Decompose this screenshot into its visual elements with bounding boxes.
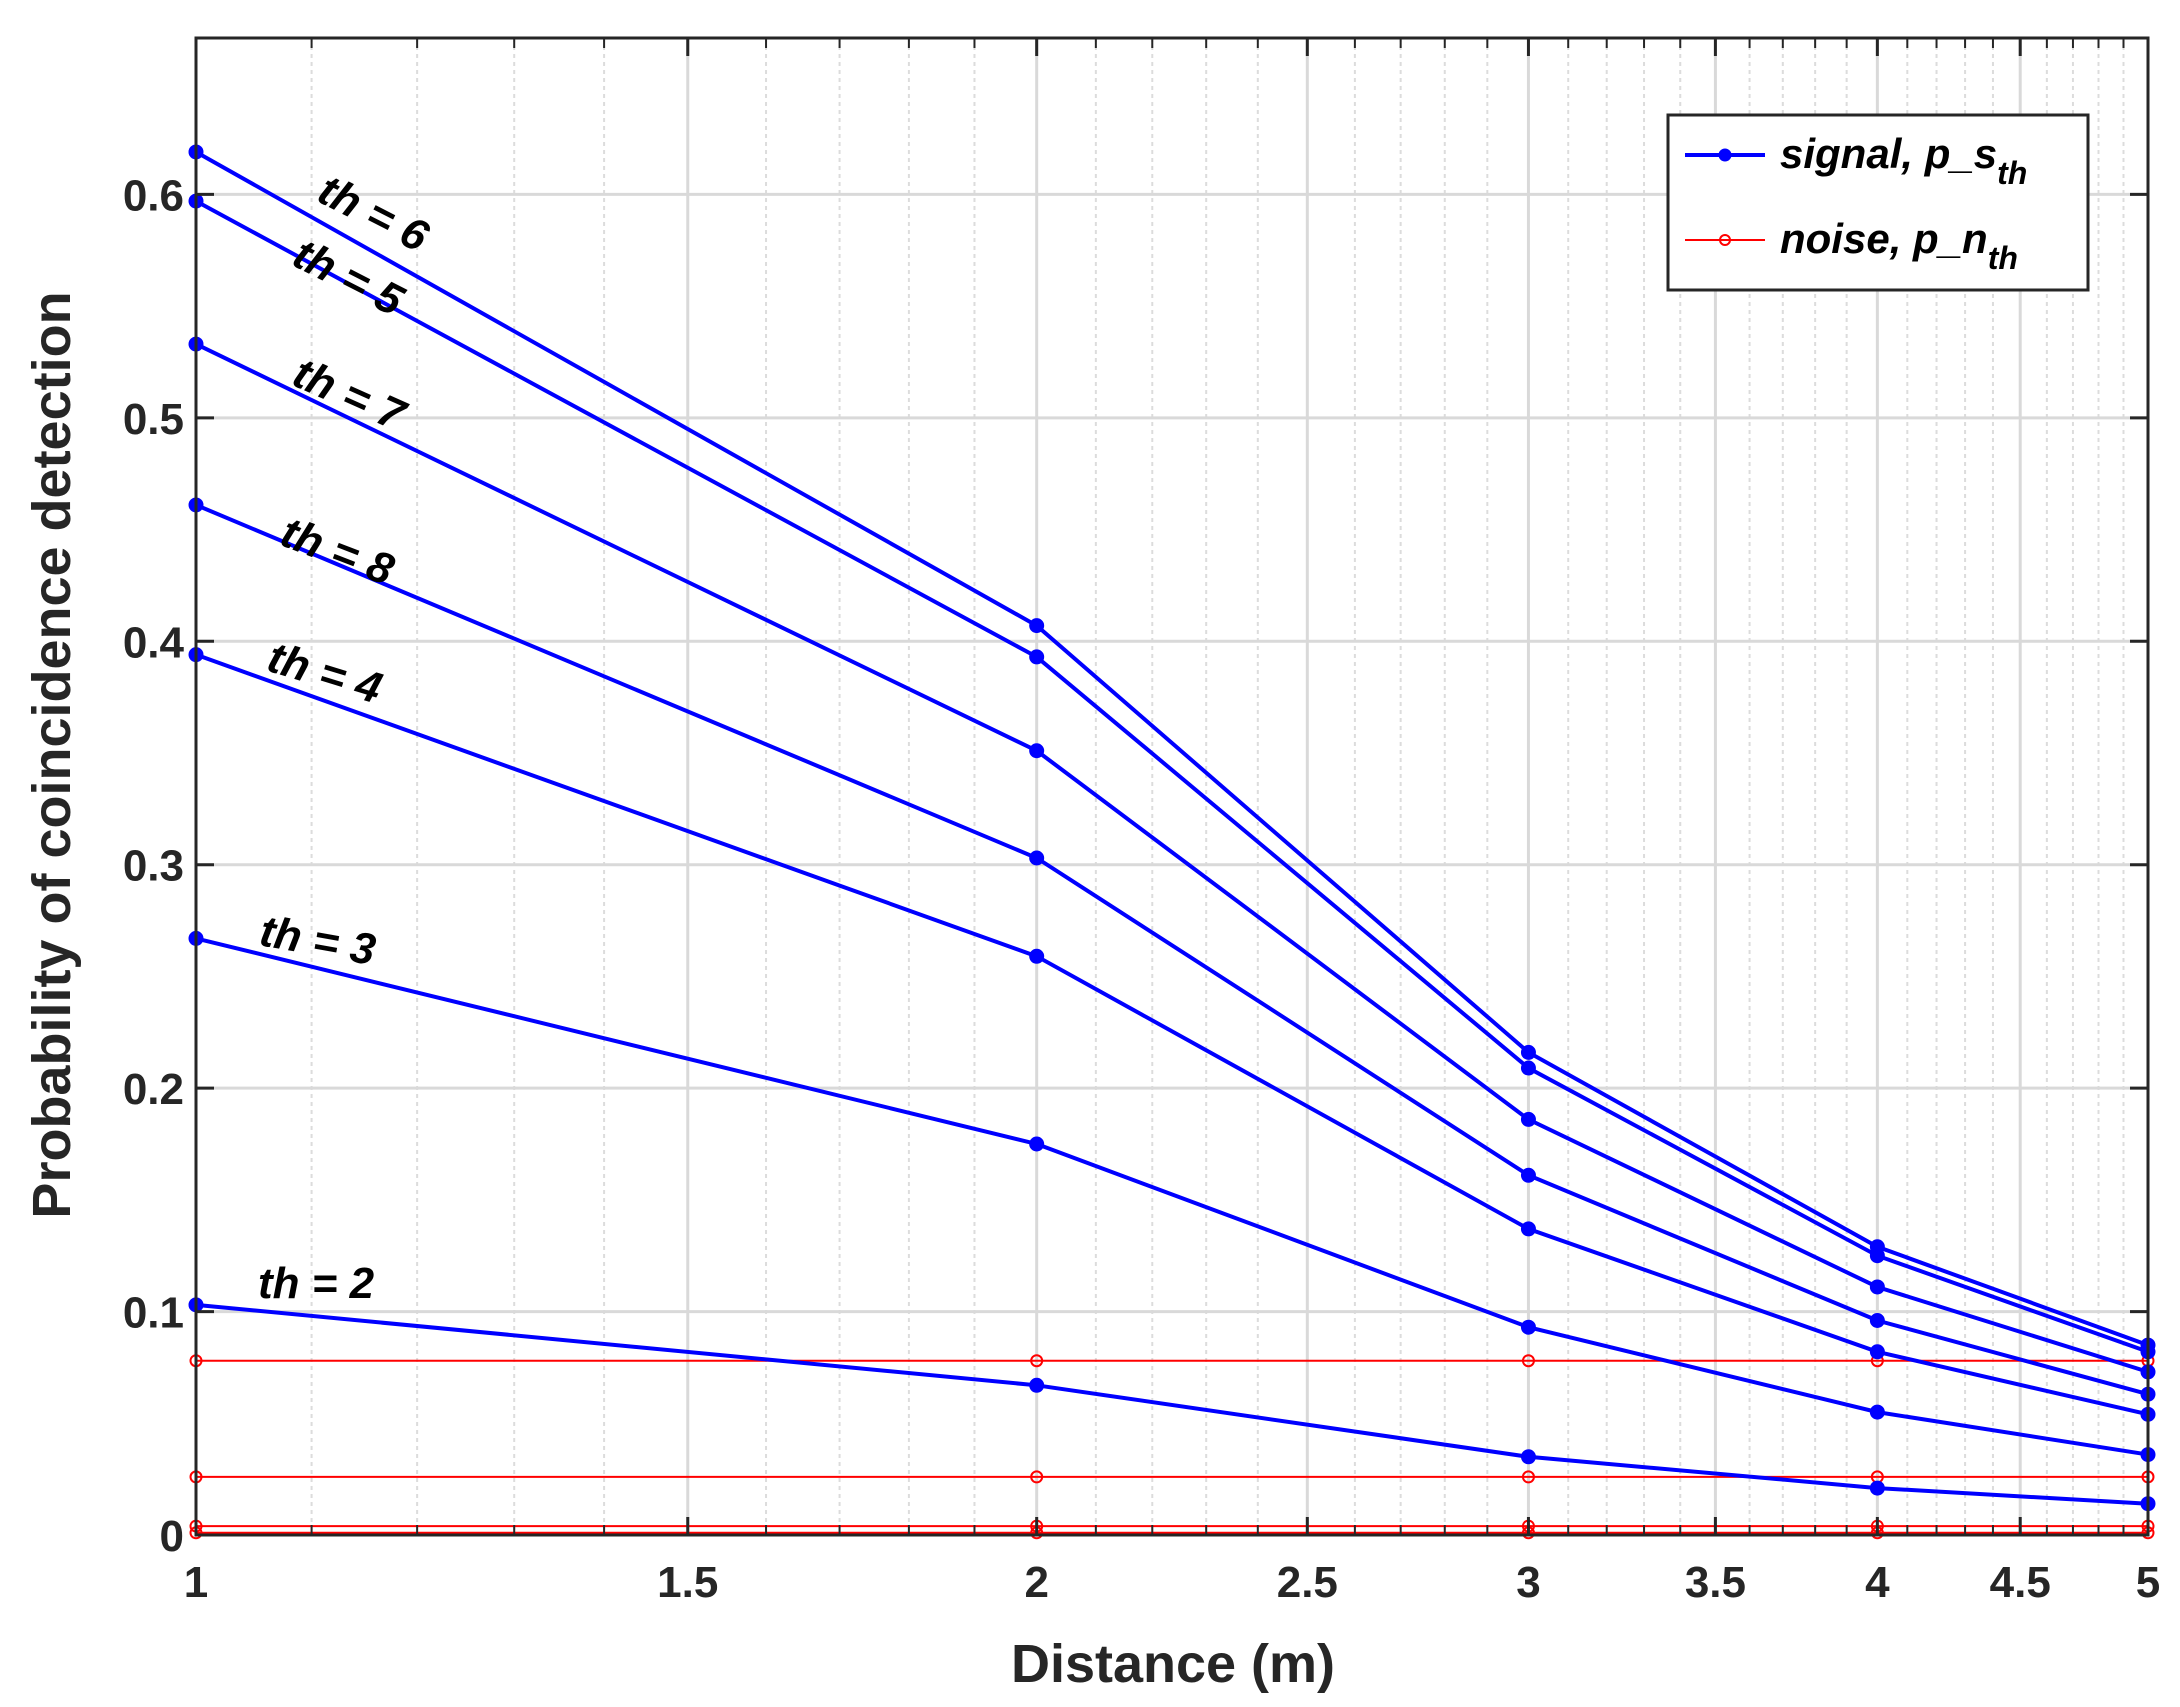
signal-point xyxy=(1520,1449,1536,1465)
signal-point xyxy=(1520,1111,1536,1127)
x-tick-label: 2 xyxy=(1024,1558,1048,1607)
legend-signal-subscript: th xyxy=(1997,155,2027,191)
x-tick-label: 2.5 xyxy=(1277,1558,1338,1607)
series xyxy=(188,144,2156,1540)
x-tick-label: 4.5 xyxy=(1990,1558,2051,1607)
legend-noise-label: noise, p_nth xyxy=(1780,215,2018,276)
signal-point xyxy=(1029,743,1045,759)
legend-box xyxy=(1666,113,2090,292)
legend-noise-subscript: th xyxy=(1988,240,2018,276)
legend-signal-label: signal, p_sth xyxy=(1780,130,2027,191)
noise-point xyxy=(1521,1470,1535,1484)
signal-point xyxy=(1520,1319,1536,1335)
axes: 1 1.5 2 2.5 3 3.5 4 4.5 5 0 0.1 0.2 0.3 0.4 0.5 0.6 xyxy=(123,36,2160,1607)
x-tick-label: 1.5 xyxy=(657,1558,718,1607)
signal-point xyxy=(1520,1060,1536,1076)
y-tick-label: 0.3 xyxy=(123,842,184,891)
signal-point xyxy=(1029,948,1045,964)
th-annotation: th = 2 xyxy=(258,1259,375,1308)
x-tick-label: 4 xyxy=(1865,1558,1890,1607)
y-tick-label: 0.4 xyxy=(123,618,185,667)
signal-point xyxy=(1869,1279,1885,1295)
y-axis-title: Probability of coincidence detection xyxy=(22,291,82,1218)
y-tick-label: 0.6 xyxy=(123,171,184,220)
signal-point xyxy=(1029,1136,1045,1152)
noise-point xyxy=(1030,1354,1044,1368)
signal-point xyxy=(1520,1167,1536,1183)
signal-point xyxy=(1869,1480,1885,1496)
noise-point xyxy=(1030,1470,1044,1484)
plot-frame xyxy=(194,36,2150,1537)
signal-point xyxy=(1029,1377,1045,1393)
signal-point xyxy=(1029,649,1045,665)
signal-point xyxy=(1029,850,1045,866)
x-tick-label: 1 xyxy=(184,1558,208,1607)
signal-point xyxy=(1029,618,1045,634)
y-tick-label: 0.1 xyxy=(123,1289,184,1338)
legend-signal-marker xyxy=(1718,148,1732,162)
x-tick-label: 3 xyxy=(1516,1558,1540,1607)
signal-point xyxy=(1869,1248,1885,1264)
x-tick-label: 5 xyxy=(2136,1558,2160,1607)
legend: signal, p_sth noise, p_nth xyxy=(1666,113,2090,292)
x-axis-title: Distance (m) xyxy=(1011,1634,1335,1694)
signal-point xyxy=(1520,1044,1536,1060)
y-tick-label: 0.2 xyxy=(123,1065,184,1114)
signal-point xyxy=(1869,1404,1885,1420)
legend-noise-marker xyxy=(1719,234,1731,246)
y-tick-label: 0.5 xyxy=(123,395,184,444)
y-tick-label: 0 xyxy=(160,1512,184,1561)
signal-point xyxy=(1869,1313,1885,1329)
x-tick-label: 3.5 xyxy=(1685,1558,1746,1607)
signal-point xyxy=(1869,1344,1885,1360)
noise-point xyxy=(1521,1354,1535,1368)
signal-point xyxy=(1520,1221,1536,1237)
